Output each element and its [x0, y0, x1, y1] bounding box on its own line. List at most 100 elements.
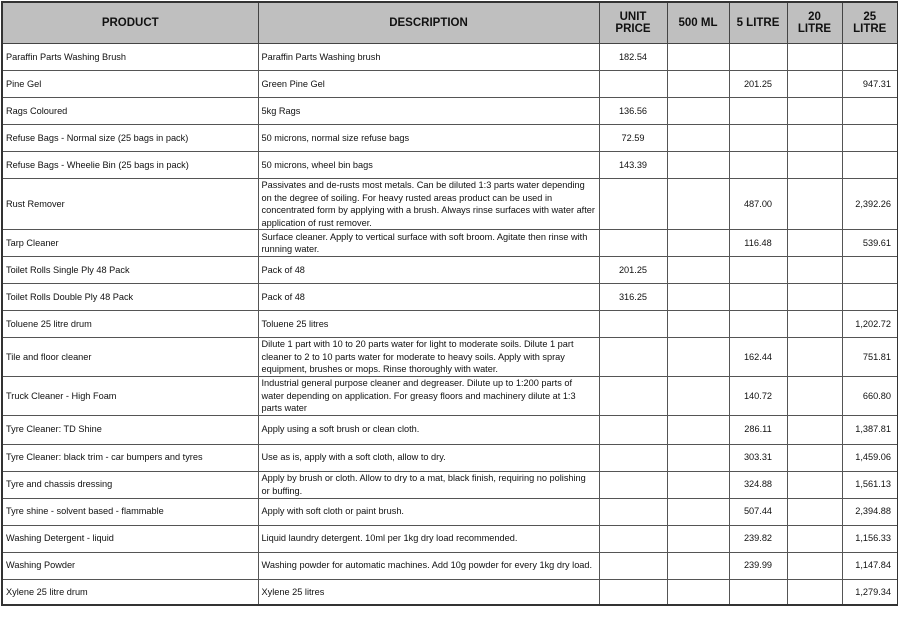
25-litre-cell: 1,147.84: [841, 551, 898, 580]
25-litre-cell: 2,394.88: [841, 497, 898, 526]
description-cell: Green Pine Gel: [257, 70, 600, 98]
25-litre-cell: [841, 283, 898, 311]
20-litre-cell: [786, 524, 843, 553]
product-cell: Tyre Cleaner: TD Shine: [1, 414, 259, 445]
description-cell: Toluene 25 litres: [257, 310, 600, 338]
description-cell: 5kg Rags: [257, 97, 600, 125]
product-cell: Washing Detergent - liquid: [1, 524, 259, 553]
description-cell: 50 microns, wheel bin bags: [257, 151, 600, 179]
5-litre-cell: 162.44: [728, 337, 788, 377]
25-litre-cell: 1,156.33: [841, 524, 898, 553]
5-litre-cell: 239.99: [728, 551, 788, 580]
product-cell: Tyre shine - solvent based - flammable: [1, 497, 259, 526]
unit-price-cell: [598, 470, 668, 499]
500ml-cell: [666, 337, 730, 377]
25-litre-cell: 947.31: [841, 70, 898, 98]
table-row: Tyre Cleaner: TD Shine Apply using a soft…: [1, 414, 898, 445]
5-litre-cell: 116.48: [728, 229, 788, 257]
5-litre-cell: [728, 310, 788, 338]
25-litre-cell: 1,202.72: [841, 310, 898, 338]
description-cell: Xylene 25 litres: [257, 578, 600, 606]
table-row: Pine Gel Green Pine Gel 201.25 947.31: [1, 70, 898, 98]
description-cell: Liquid laundry detergent. 10ml per 1kg d…: [257, 524, 600, 553]
product-cell: Paraffin Parts Washing Brush: [1, 43, 259, 71]
unit-price-cell: [598, 337, 668, 377]
unit-price-cell: [598, 551, 668, 580]
table-row: Refuse Bags - Normal size (25 bags in pa…: [1, 124, 898, 152]
20-litre-cell: [786, 256, 843, 284]
500ml-cell: [666, 310, 730, 338]
product-cell: Refuse Bags - Wheelie Bin (25 bags in pa…: [1, 151, 259, 179]
20-litre-cell: [786, 229, 843, 257]
5-litre-cell: [728, 283, 788, 311]
product-cell: Tyre Cleaner: black trim - car bumpers a…: [1, 443, 259, 472]
20-litre-cell: [786, 578, 843, 606]
table-row: Toilet Rolls Double Ply 48 Pack Pack of 4…: [1, 283, 898, 311]
description-cell: Pack of 48: [257, 283, 600, 311]
table-row: Tarp Cleaner Surface cleaner. Apply to ve…: [1, 229, 898, 257]
description-cell: Surface cleaner. Apply to vertical surfa…: [257, 229, 600, 257]
5-litre-cell: 201.25: [728, 70, 788, 98]
20-litre-cell: [786, 497, 843, 526]
25-litre-cell: [841, 43, 898, 71]
header-product: PRODUCT: [1, 1, 259, 44]
unit-price-cell: 143.39: [598, 151, 668, 179]
25-litre-cell: 1,387.81: [841, 414, 898, 445]
500ml-cell: [666, 97, 730, 125]
unit-price-cell: 136.56: [598, 97, 668, 125]
20-litre-cell: [786, 376, 843, 416]
unit-price-cell: 182.54: [598, 43, 668, 71]
description-cell: Apply by brush or cloth. Allow to dry to…: [257, 470, 600, 499]
header-description: DESCRIPTION: [257, 1, 600, 44]
product-cell: Toilet Rolls Double Ply 48 Pack: [1, 283, 259, 311]
20-litre-cell: [786, 310, 843, 338]
25-litre-cell: 1,561.13: [841, 470, 898, 499]
table-row: Tile and floor cleaner Dilute 1 part with…: [1, 337, 898, 377]
25-litre-cell: [841, 256, 898, 284]
5-litre-cell: [728, 256, 788, 284]
500ml-cell: [666, 443, 730, 472]
500ml-cell: [666, 70, 730, 98]
header-row: PRODUCT DESCRIPTION UNIT PRICE 500 ML 5 …: [1, 1, 898, 44]
unit-price-cell: 201.25: [598, 256, 668, 284]
5-litre-cell: 507.44: [728, 497, 788, 526]
5-litre-cell: 140.72: [728, 376, 788, 416]
500ml-cell: [666, 229, 730, 257]
5-litre-cell: 303.31: [728, 443, 788, 472]
500ml-cell: [666, 497, 730, 526]
25-litre-cell: 2,392.26: [841, 178, 898, 230]
description-cell: Apply with soft cloth or paint brush.: [257, 497, 600, 526]
description-cell: Dilute 1 part with 10 to 20 parts water …: [257, 337, 600, 377]
unit-price-cell: [598, 524, 668, 553]
20-litre-cell: [786, 124, 843, 152]
table-row: Toilet Rolls Single Ply 48 Pack Pack of 4…: [1, 256, 898, 284]
table-row: Toluene 25 litre drum Toluene 25 litres 1,…: [1, 310, 898, 338]
table-row: Truck Cleaner - High Foam Industrial gene…: [1, 376, 898, 416]
table-row: Washing Detergent - liquid Liquid laundry…: [1, 524, 898, 553]
500ml-cell: [666, 43, 730, 71]
product-cell: Pine Gel: [1, 70, 259, 98]
unit-price-cell: [598, 178, 668, 230]
header-25-litre: 25 LITRE: [841, 1, 898, 44]
5-litre-cell: [728, 578, 788, 606]
25-litre-cell: 539.61: [841, 229, 898, 257]
description-cell: Paraffin Parts Washing brush: [257, 43, 600, 71]
500ml-cell: [666, 551, 730, 580]
header-500ml: 500 ML: [666, 1, 730, 44]
table-row: Rags Coloured 5kg Rags 136.56: [1, 97, 898, 125]
description-cell: 50 microns, normal size refuse bags: [257, 124, 600, 152]
25-litre-cell: [841, 151, 898, 179]
table-row: Rust Remover Passivates and de-rusts most…: [1, 178, 898, 230]
500ml-cell: [666, 178, 730, 230]
25-litre-cell: 660.80: [841, 376, 898, 416]
20-litre-cell: [786, 414, 843, 445]
product-cell: Toluene 25 litre drum: [1, 310, 259, 338]
unit-price-cell: [598, 376, 668, 416]
500ml-cell: [666, 414, 730, 445]
header-5-litre: 5 LITRE: [728, 1, 788, 44]
5-litre-cell: 324.88: [728, 470, 788, 499]
500ml-cell: [666, 124, 730, 152]
product-cell: Xylene 25 litre drum: [1, 578, 259, 606]
description-cell: Industrial general purpose cleaner and d…: [257, 376, 600, 416]
25-litre-cell: 751.81: [841, 337, 898, 377]
